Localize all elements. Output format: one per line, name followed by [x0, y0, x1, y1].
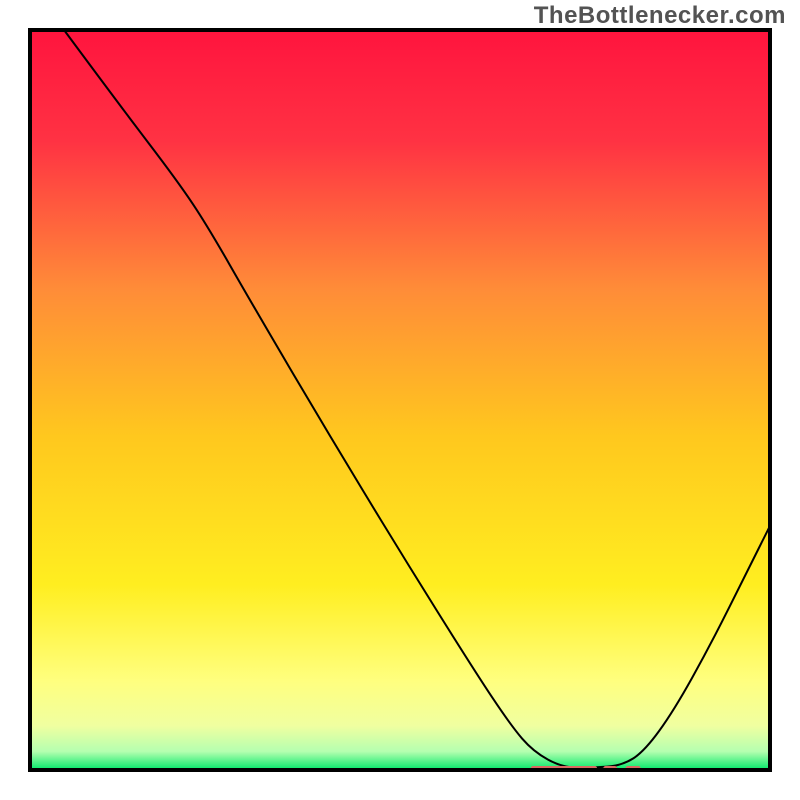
- chart-container: TheBottlenecker.com: [0, 0, 800, 800]
- bottleneck-chart: [0, 0, 800, 800]
- plot-background: [30, 30, 770, 770]
